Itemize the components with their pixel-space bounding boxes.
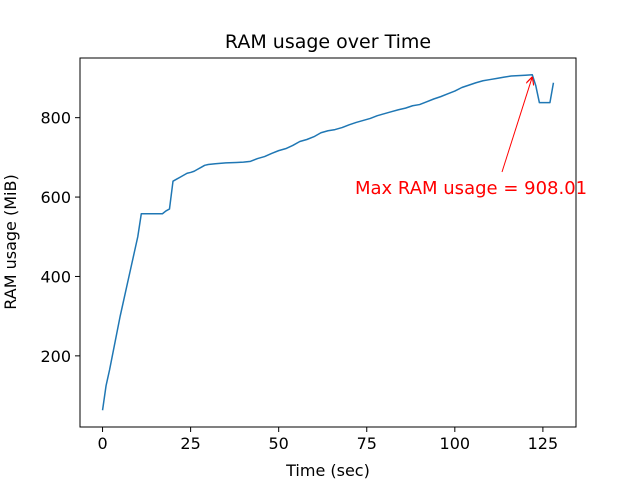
x-tick-label: 0 [97, 434, 107, 453]
y-tick-label: 600 [40, 188, 71, 207]
x-tick-label: 50 [269, 434, 289, 453]
data-line [101, 74, 555, 411]
x-tick-label: 75 [357, 434, 377, 453]
x-tick-label: 125 [528, 434, 559, 453]
plot-frame [79, 57, 577, 428]
chart-title: RAM usage over Time [225, 31, 431, 53]
y-tick-label: 200 [40, 347, 71, 366]
annotation-arrow [501, 77, 532, 173]
y-tick-label: 800 [40, 109, 71, 128]
x-axis-label: Time (sec) [285, 461, 370, 480]
y-tick-label: 400 [40, 267, 71, 286]
annotation-text: Max RAM usage = 908.01 [355, 178, 587, 199]
x-tick-label: 100 [440, 434, 471, 453]
x-tick-label: 25 [180, 434, 200, 453]
y-axis-label: RAM usage (MiB) [1, 174, 20, 309]
